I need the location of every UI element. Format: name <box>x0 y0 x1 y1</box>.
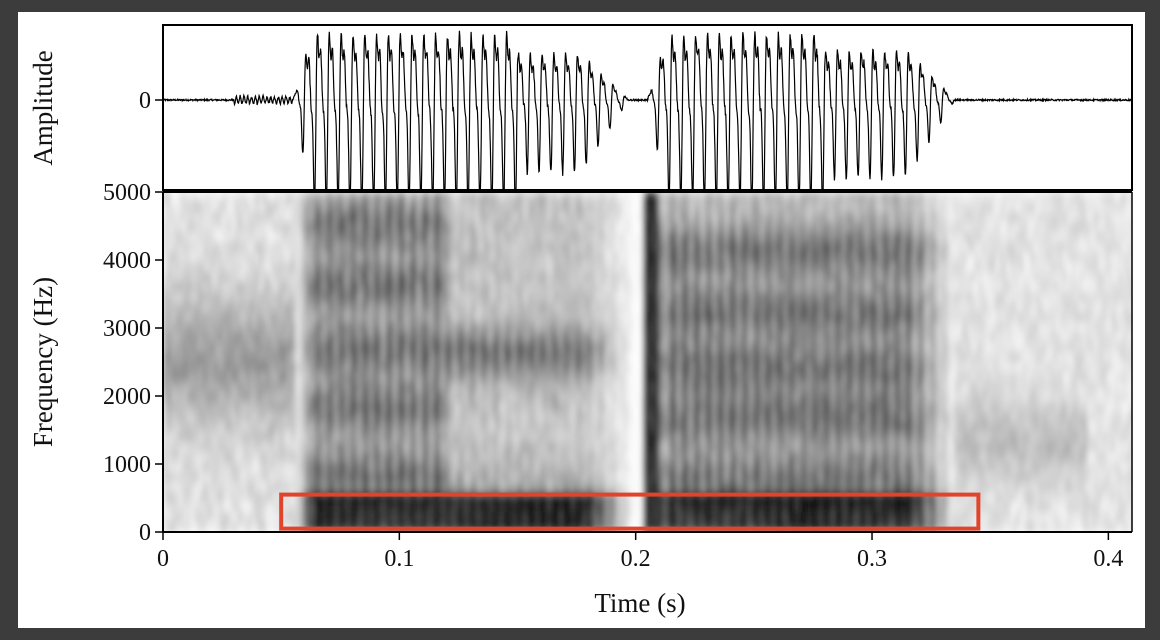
x-axis-title: Time (s) <box>594 588 685 618</box>
waveform-panel <box>163 30 1132 190</box>
waveform-axes-box <box>162 24 1133 191</box>
spectrogram-y-tick-label: 5000 <box>103 180 151 206</box>
x-tick-label: 0.1 <box>384 546 414 572</box>
spectrogram-image <box>163 192 1132 532</box>
x-tick-label: 0.4 <box>1093 546 1123 572</box>
highlight-rectangle <box>279 492 981 531</box>
x-tick-label: 0.3 <box>857 546 887 572</box>
waveform-trace <box>163 30 1132 190</box>
spectrogram-y-tick-label: 2000 <box>103 384 151 410</box>
spectrogram-y-tick-label: 3000 <box>103 316 151 342</box>
axis-ticks: 0 0.1 0.2 0.3 0.4 0 1000 2000 3000 4000 5000 0 <box>103 88 1123 572</box>
waveform-y-axis-title: Amplitude <box>28 50 58 166</box>
spectrogram-y-tick-label: 4000 <box>103 248 151 274</box>
x-tick-label: 0 <box>157 546 169 572</box>
spectrogram-y-tick-label: 1000 <box>103 452 151 478</box>
figure: 0 0.1 0.2 0.3 0.4 0 1000 2000 3000 4000 5000 0 Time… <box>28 24 1133 618</box>
spectrogram-y-tick-label: 0 <box>139 520 151 546</box>
figure-frame: 0 0.1 0.2 0.3 0.4 0 1000 2000 3000 4000 5000 0 Time… <box>18 12 1145 628</box>
waveform-y-tick-label: 0 <box>139 88 151 114</box>
spectrogram-y-axis-title: Frequency (Hz) <box>28 277 58 447</box>
x-tick-label: 0.2 <box>621 546 651 572</box>
